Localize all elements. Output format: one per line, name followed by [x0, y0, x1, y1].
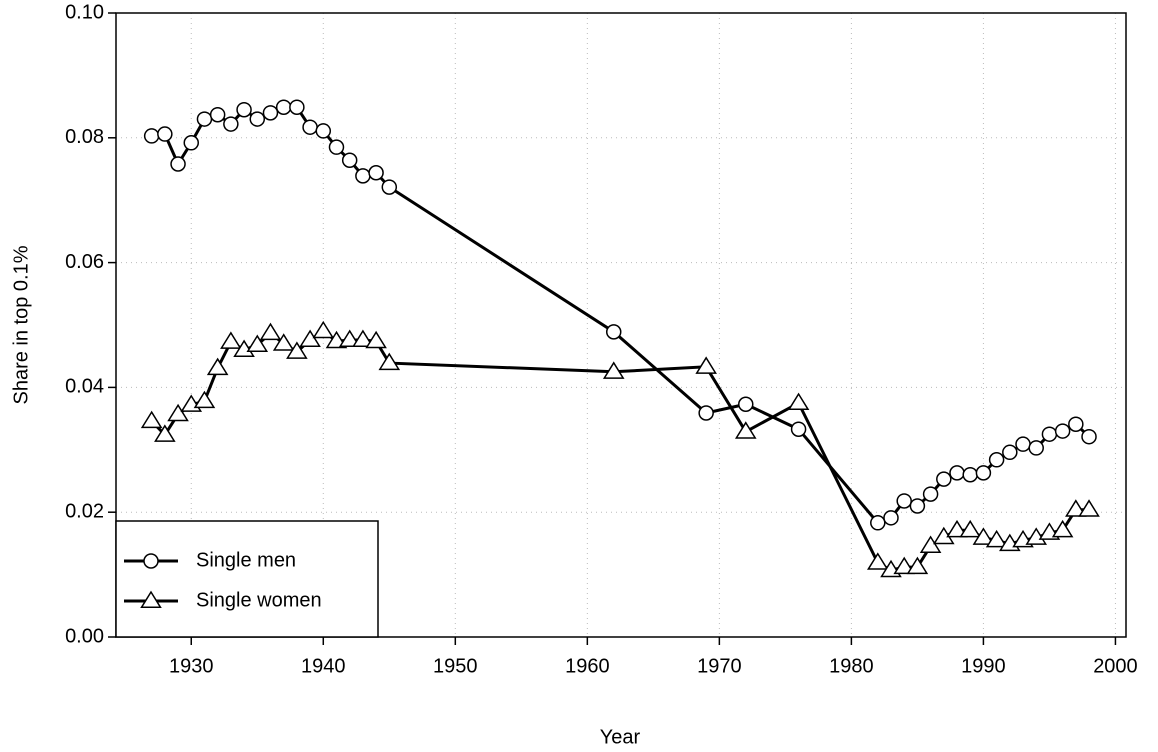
data-point: [602, 361, 625, 379]
data-point: [289, 99, 305, 115]
data-point: [1068, 416, 1084, 432]
data-point: [378, 352, 401, 371]
data-point: [985, 529, 1008, 548]
data-point: [236, 101, 252, 118]
data-point: [946, 519, 968, 538]
data-point: [787, 392, 810, 411]
data-point: [962, 467, 978, 483]
data-point: [196, 111, 213, 127]
data-point: [975, 465, 992, 481]
data-point: [949, 465, 965, 481]
data-point: [734, 421, 757, 439]
data-point: [936, 471, 952, 487]
data-point: [738, 396, 754, 412]
data-point: [209, 106, 226, 123]
data-point: [355, 168, 371, 184]
data-point: [972, 527, 995, 545]
data-point: [883, 510, 899, 526]
x-tick-label: 1940: [301, 655, 346, 677]
x-tick-label: 1970: [697, 655, 742, 677]
y-tick-label: 0.02: [65, 500, 104, 522]
x-tick-label: 1960: [565, 655, 610, 677]
legend-box: [115, 520, 379, 638]
data-point: [698, 405, 714, 421]
data-point: [893, 556, 915, 575]
legend-marker: [143, 553, 159, 569]
data-point: [143, 128, 160, 144]
data-point: [154, 424, 176, 442]
data-point: [922, 486, 939, 502]
y-axis-label: Share in top 0.1%: [10, 245, 32, 404]
data-point: [1078, 499, 1100, 517]
x-axis-label: Year: [600, 726, 641, 748]
data-point: [870, 515, 886, 531]
plot-frame: [115, 12, 1127, 638]
data-point: [315, 123, 332, 139]
data-point: [193, 390, 216, 409]
data-point: [167, 403, 189, 422]
data-point: [220, 331, 242, 349]
data-point: [183, 135, 200, 151]
data-point: [959, 519, 982, 538]
x-tick-label: 1980: [829, 655, 874, 677]
data-point: [140, 410, 163, 429]
y-tick-label: 0.04: [65, 376, 104, 398]
data-point: [275, 99, 292, 115]
data-point: [1065, 499, 1087, 517]
data-point: [206, 357, 229, 376]
data-point: [381, 179, 398, 195]
x-tick-label: 2000: [1093, 655, 1138, 677]
x-tick-label: 1990: [961, 655, 1006, 677]
y-tick-label: 0.10: [65, 1, 104, 23]
data-point: [1051, 519, 1074, 538]
y-tick-label: 0.08: [65, 126, 104, 148]
data-point: [249, 111, 266, 127]
legend-marker: [140, 590, 162, 609]
data-point: [170, 156, 186, 172]
data-point: [223, 116, 239, 132]
data-point: [906, 556, 929, 575]
data-point: [328, 139, 345, 155]
data-point: [302, 119, 318, 135]
x-tick-label: 1950: [433, 655, 478, 677]
data-point: [259, 322, 282, 341]
data-point: [338, 329, 361, 348]
data-point: [1041, 426, 1058, 442]
data-point: [1054, 423, 1071, 439]
data-point: [299, 329, 321, 348]
data-point: [866, 552, 889, 570]
data-point: [1002, 444, 1018, 461]
data-point: [365, 330, 387, 349]
data-point: [286, 341, 308, 359]
data-point: [909, 498, 926, 514]
series-line: [151, 105, 1091, 525]
x-tick-label: 1930: [169, 655, 214, 677]
legend-label: Single men: [196, 549, 296, 571]
data-point: [157, 126, 173, 142]
data-point: [341, 152, 358, 169]
data-point: [1015, 436, 1031, 452]
data-point: [1028, 440, 1044, 456]
data-point: [352, 329, 374, 348]
data-point: [605, 324, 622, 340]
data-point: [695, 356, 717, 374]
legend-label: Single women: [196, 589, 322, 611]
data-point: [790, 421, 807, 437]
y-tick-label: 0.00: [65, 625, 104, 647]
data-point: [272, 333, 295, 351]
data-point: [368, 164, 384, 181]
data-point: [246, 334, 269, 353]
data-point: [896, 493, 912, 509]
data-point: [1081, 428, 1097, 445]
data-point: [312, 320, 335, 339]
data-point: [919, 535, 942, 553]
data-point: [988, 452, 1005, 468]
data-point: [262, 105, 279, 121]
y-tick-label: 0.06: [65, 251, 104, 273]
